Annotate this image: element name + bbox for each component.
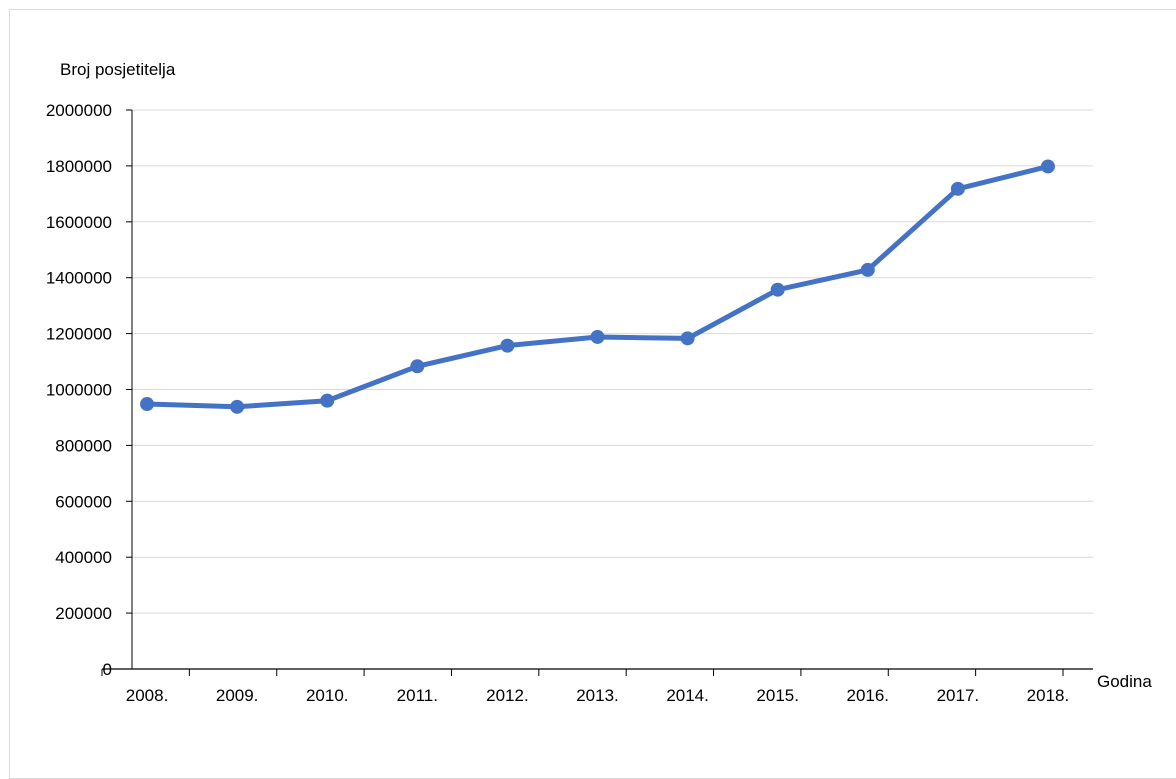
series [140, 159, 1055, 414]
series-line [144, 164, 1051, 410]
x-tick-label: 2016. [846, 686, 889, 705]
x-tick-label: 2014. [666, 686, 709, 705]
axes [101, 109, 1093, 676]
x-axis-label: Godina [1097, 672, 1152, 691]
y-tick-label: 400000 [55, 548, 112, 567]
y-axis-label: Broj posjetitelja [60, 60, 176, 79]
x-tick-label: 2013. [576, 686, 619, 705]
x-tick-label: 2010. [306, 686, 349, 705]
data-point [590, 329, 605, 344]
data-point [500, 338, 515, 353]
x-tick-label: 2015. [756, 686, 799, 705]
y-tick-label: 200000 [55, 604, 112, 623]
data-point [770, 282, 785, 297]
y-tick-label: 1400000 [46, 269, 112, 288]
x-tick-label: 2018. [1027, 686, 1070, 705]
x-tick-label: 2011. [397, 686, 438, 705]
y-tick-labels: 0 200000 400000 600000 800000 1000000 1200000 1… [46, 101, 112, 679]
data-point [140, 397, 155, 412]
y-tick-label: 1200000 [46, 325, 112, 344]
x-tick-label: 2008. [126, 686, 169, 705]
grid-lines [132, 109, 1093, 614]
y-tick-label: 1800000 [46, 157, 112, 176]
data-point [230, 399, 245, 414]
y-tick-label: 800000 [55, 436, 112, 455]
data-point [860, 262, 875, 277]
data-point [680, 331, 695, 346]
data-point [320, 393, 335, 408]
y-tick-label: 1600000 [46, 213, 112, 232]
chart-frame [9, 9, 1176, 779]
data-point [410, 359, 425, 374]
x-tick-label: 2009. [216, 686, 259, 705]
data-point [1040, 159, 1055, 174]
x-tick-label: 2012. [486, 686, 529, 705]
x-tick-labels: 2008. 2009. 2010. 2011. 2012. 2013. 2014. 2015.… [126, 686, 1069, 705]
x-tick-label: 2017. [937, 686, 980, 705]
data-point [950, 181, 965, 196]
y-tick-label: 0 [103, 660, 112, 679]
y-tick-label: 2000000 [46, 101, 112, 120]
y-tick-label: 1000000 [46, 381, 112, 400]
y-tick-label: 600000 [55, 492, 112, 511]
